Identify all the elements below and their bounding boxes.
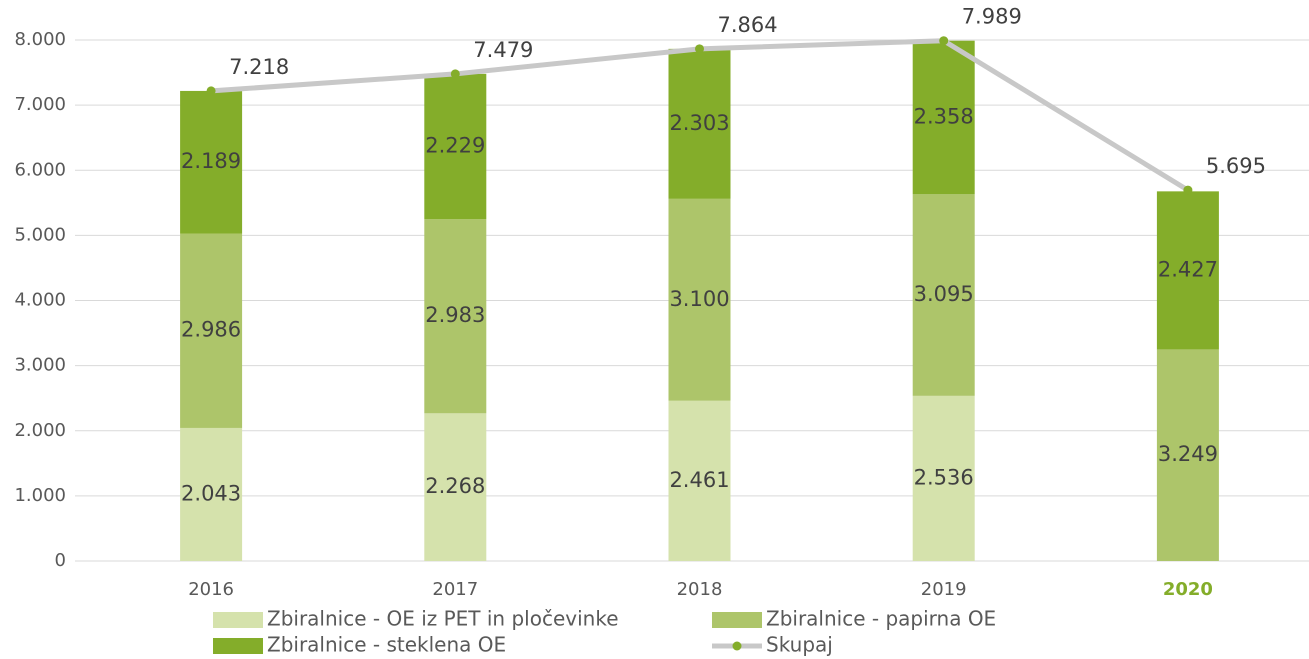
data-label: 2.983 <box>425 303 485 327</box>
line-point <box>1183 185 1193 195</box>
x-tick-label: 2020 <box>1163 579 1213 600</box>
data-label: 2.986 <box>181 318 241 342</box>
line-point <box>450 69 460 79</box>
legend-swatch <box>213 612 263 628</box>
line-label: 5.695 <box>1206 154 1266 178</box>
legend-swatch <box>712 612 762 628</box>
bar-segment <box>180 427 243 561</box>
line-label: 7.218 <box>229 55 289 79</box>
line-label: 7.479 <box>473 38 533 62</box>
data-label: 3.100 <box>669 287 729 311</box>
y-tick-label: 4.000 <box>14 290 66 311</box>
bar-segment <box>180 233 243 428</box>
bar-segment <box>668 48 731 199</box>
line-label: 7.864 <box>718 13 778 37</box>
data-label: 2.229 <box>425 133 485 157</box>
line-point <box>939 36 949 46</box>
legend-label: Skupaj <box>766 633 833 657</box>
y-tick-label: 6.000 <box>14 159 66 180</box>
bar-segment <box>424 413 487 561</box>
x-tick-label: 2017 <box>432 579 478 600</box>
bar-segment <box>912 395 975 561</box>
data-label: 2.461 <box>669 468 729 492</box>
data-label: 3.095 <box>914 282 974 306</box>
x-tick-label: 2019 <box>921 579 967 600</box>
data-label: 2.427 <box>1158 257 1218 281</box>
bar-segment <box>668 400 731 561</box>
data-label: 2.043 <box>181 481 241 505</box>
data-label: 2.358 <box>914 104 974 128</box>
line-point <box>695 44 704 54</box>
data-label: 2.536 <box>914 465 974 489</box>
bar-segment <box>912 40 975 195</box>
bar-segment <box>424 219 487 414</box>
data-label: 2.268 <box>425 474 485 498</box>
data-label: 2.303 <box>669 111 729 135</box>
bar-segment <box>1156 191 1219 350</box>
legend-label: Zbiralnice - OE iz PET in pločevinke <box>267 607 619 631</box>
line-label: 7.989 <box>962 5 1022 29</box>
data-label: 3.249 <box>1158 442 1218 466</box>
bar-segment <box>912 194 975 396</box>
legend-label: Zbiralnice - papirna OE <box>766 607 996 631</box>
legend-label: Zbiralnice - steklena OE <box>267 633 506 657</box>
bar-segment <box>1156 349 1219 561</box>
line-point <box>206 86 216 96</box>
bar-segment <box>180 90 243 234</box>
data-label: 2.189 <box>181 149 241 173</box>
y-tick-label: 3.000 <box>14 355 66 376</box>
y-tick-label: 1.000 <box>14 485 66 506</box>
y-tick-label: 0 <box>55 550 66 571</box>
legend-swatch <box>213 638 263 654</box>
bar-segment <box>424 73 487 220</box>
x-tick-label: 2016 <box>188 579 234 600</box>
y-tick-label: 7.000 <box>14 94 66 115</box>
bar-segment <box>668 198 731 401</box>
y-tick-label: 5.000 <box>14 224 66 245</box>
y-tick-label: 2.000 <box>14 420 66 441</box>
y-tick-label: 8.000 <box>14 29 66 50</box>
legend-marker <box>732 641 742 651</box>
x-tick-label: 2018 <box>677 579 723 600</box>
